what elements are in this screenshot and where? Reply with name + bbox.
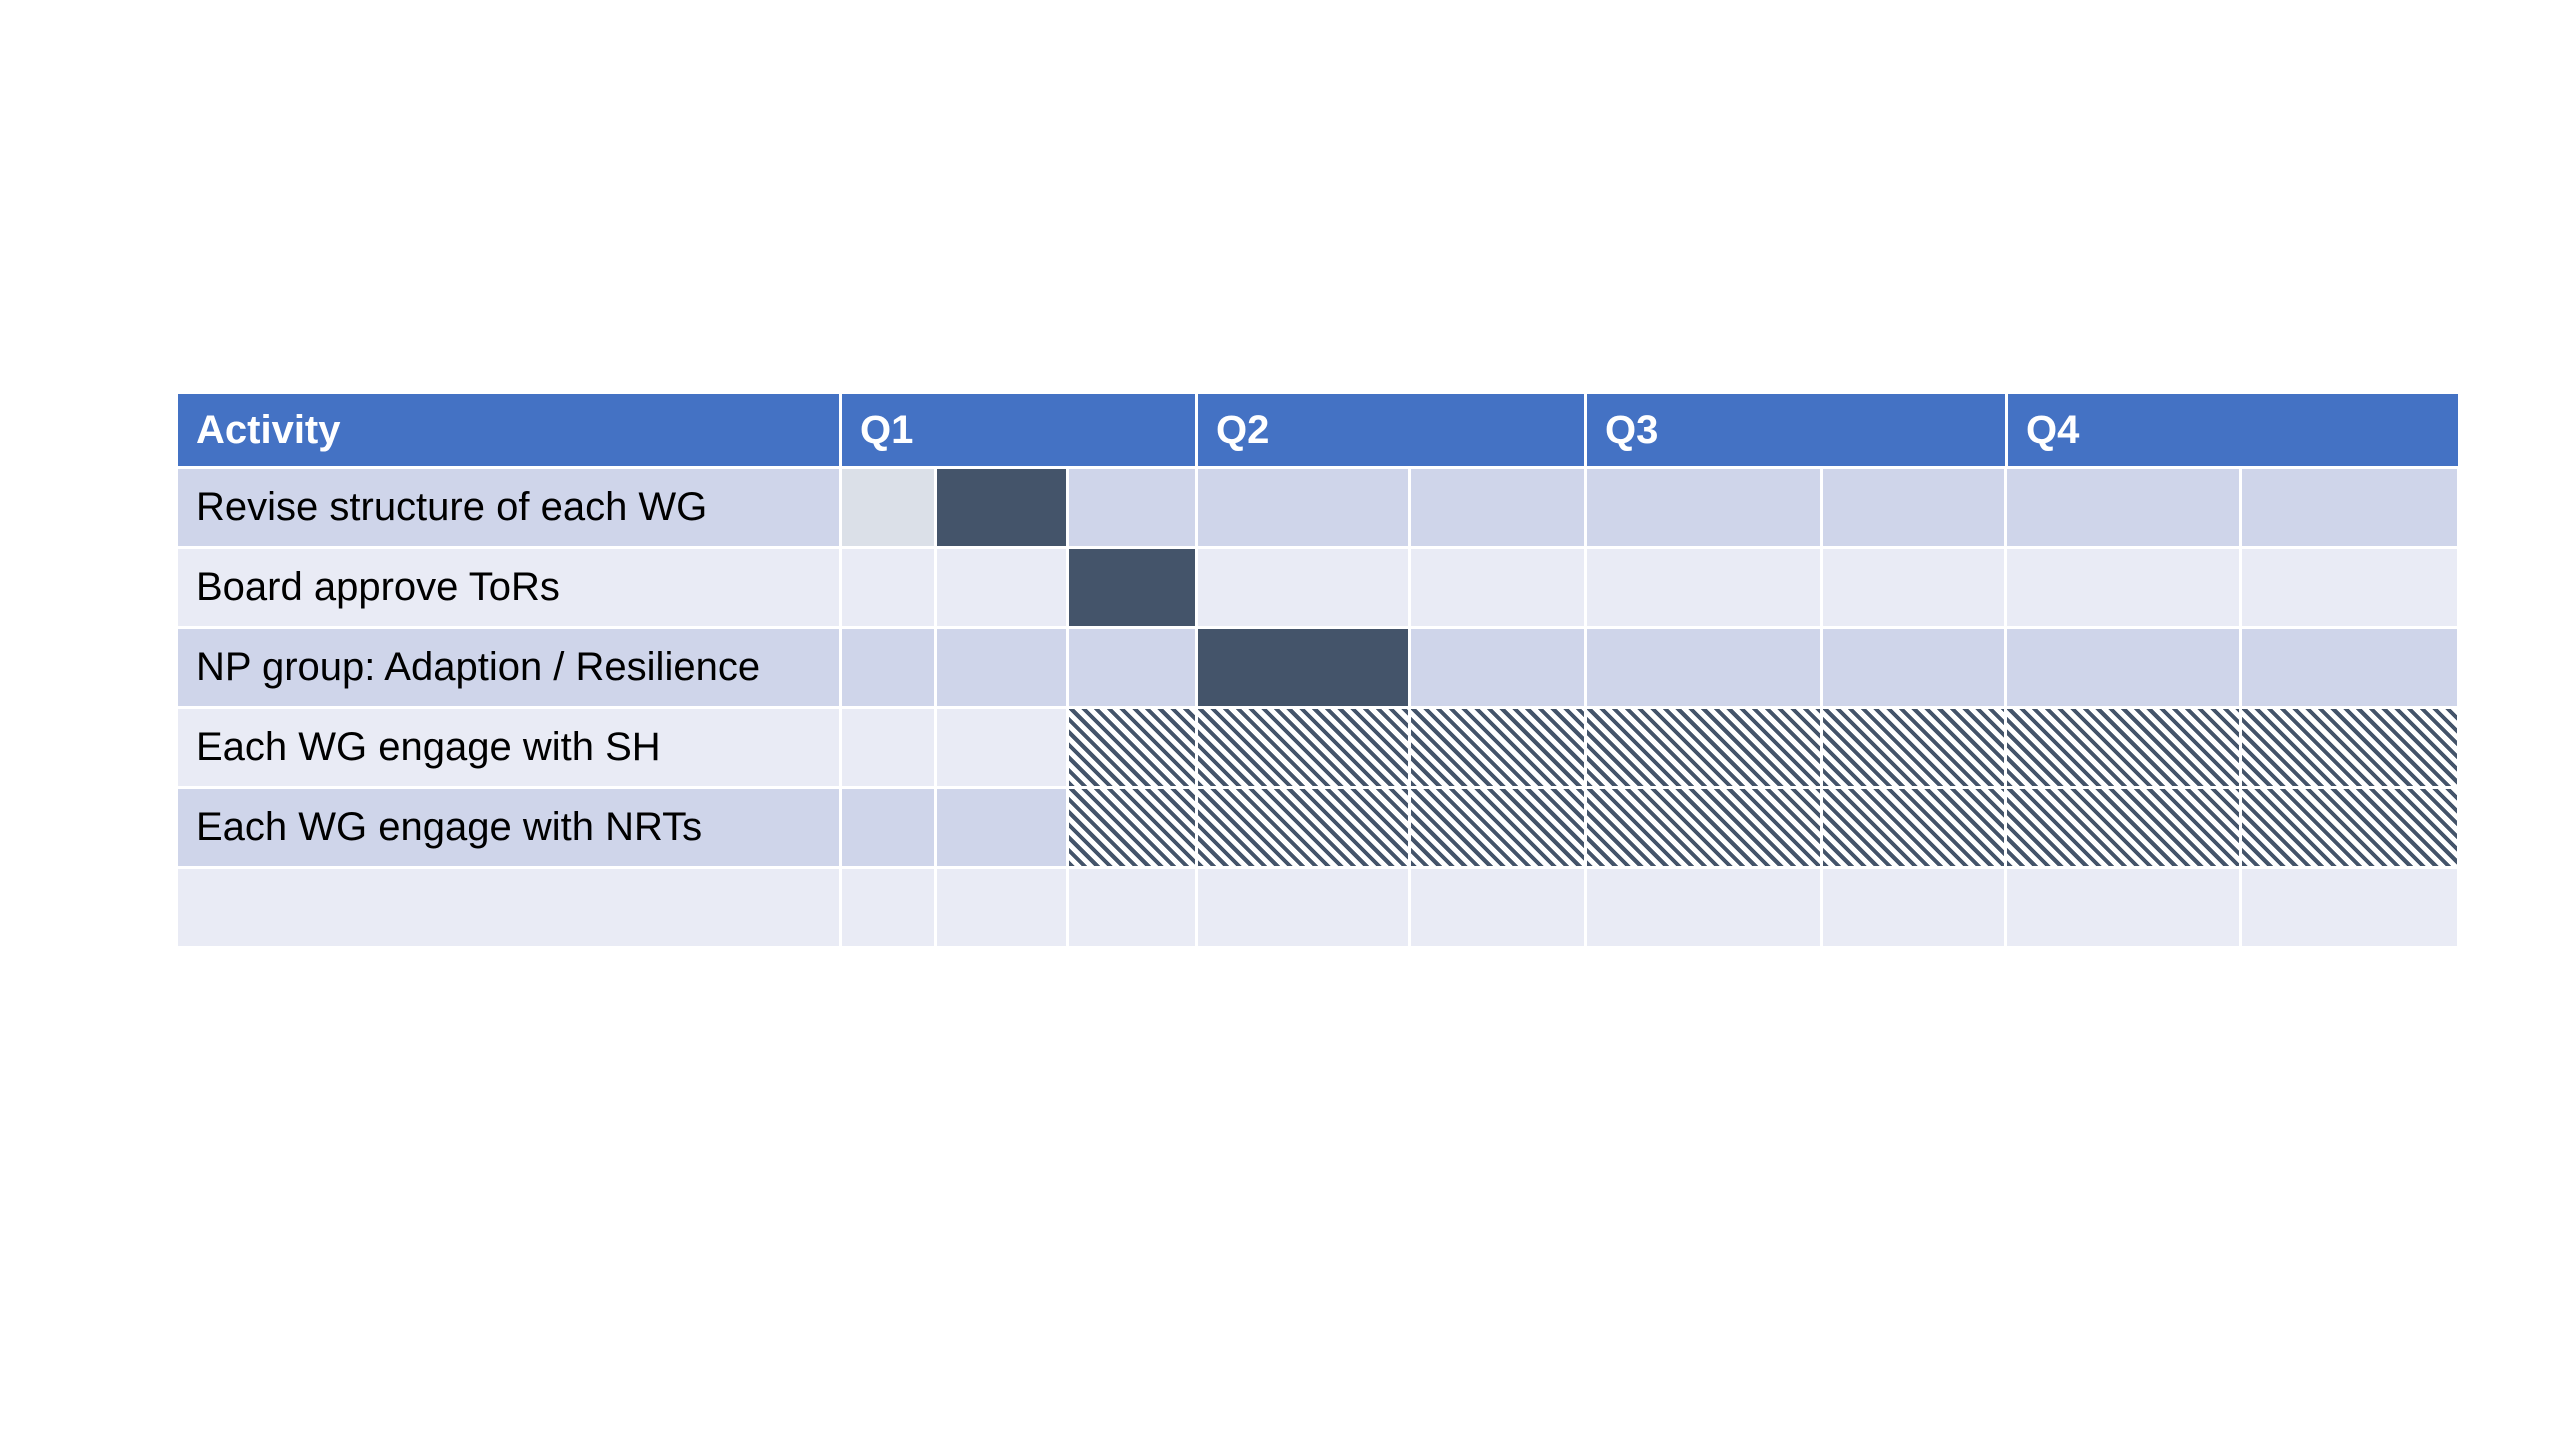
table-row: Board approve ToRs (178, 546, 2458, 626)
header-activity: Activity (178, 394, 842, 466)
timeline-hatched-cell (1198, 709, 1411, 786)
timeline-hatched-cell (1587, 709, 1823, 786)
table-row: Each WG engage with SH (178, 706, 2458, 786)
timeline-cell (1823, 469, 2007, 546)
timeline-cell (2242, 869, 2457, 946)
timeline-cell (937, 629, 1069, 706)
timeline-hatched-cell (1823, 789, 2007, 866)
table-row: Each WG engage with NRTs (178, 786, 2458, 866)
timeline-bar (937, 469, 1069, 546)
table-row (178, 866, 2458, 946)
timeline-cell (1198, 869, 1411, 946)
timeline-bar (1198, 629, 1411, 706)
timeline-cell (1069, 629, 1198, 706)
timeline-cell (2007, 869, 2242, 946)
timeline-cell (842, 789, 937, 866)
timeline-cell (937, 869, 1069, 946)
activity-label: Each WG engage with SH (178, 709, 842, 786)
timeline-cell (2242, 629, 2457, 706)
timeline-cell (1823, 549, 2007, 626)
timeline-cell (1411, 469, 1587, 546)
timeline-hatched-cell (2242, 789, 2457, 866)
timeline-cell (1069, 869, 1198, 946)
timeline-cell (937, 789, 1069, 866)
timeline-cell (842, 869, 937, 946)
timeline-hatched-cell (1587, 789, 1823, 866)
timeline-hatched-cell (2242, 709, 2457, 786)
timeline-cell (2242, 549, 2457, 626)
timeline-hatched-cell (1198, 789, 1411, 866)
timeline-cell (842, 709, 937, 786)
timeline-cell (1587, 469, 1823, 546)
activity-label: NP group: Adaption / Resilience (178, 629, 842, 706)
timeline-cell (842, 549, 937, 626)
timeline-cell (1198, 469, 1411, 546)
header-row: Activity Q1 Q2 Q3 Q4 (178, 394, 2458, 466)
timeline-cell (2007, 469, 2242, 546)
timeline-cell (937, 709, 1069, 786)
timeline-cell (1411, 629, 1587, 706)
timeline-cell (937, 549, 1069, 626)
activity-label: Revise structure of each WG (178, 469, 842, 546)
timeline-cell (1587, 629, 1823, 706)
timeline-hatched-cell (2007, 709, 2242, 786)
timeline-cell (2242, 469, 2457, 546)
header-q4: Q4 (2026, 408, 2080, 452)
timeline-cell (1198, 549, 1411, 626)
timeline-hatched-cell (1411, 709, 1587, 786)
timeline-cell (1411, 869, 1587, 946)
gantt-table: Activity Q1 Q2 Q3 Q4 Revise structure of… (178, 394, 2458, 946)
timeline-cell (1587, 869, 1823, 946)
table-body: Revise structure of each WG Board approve… (178, 466, 2458, 946)
timeline-cell (1069, 469, 1198, 546)
timeline-cell (1411, 549, 1587, 626)
timeline-cell (1587, 549, 1823, 626)
activity-label: Each WG engage with NRTs (178, 789, 842, 866)
timeline-cell (842, 629, 937, 706)
timeline-bar (1069, 549, 1198, 626)
timeline-hatched-cell (1069, 789, 1198, 866)
header-q1: Q1 (842, 394, 1198, 466)
timeline-cell (1823, 629, 2007, 706)
timeline-hatched-cell (1411, 789, 1587, 866)
header-q2: Q2 (1198, 394, 1587, 466)
timeline-hatched-cell (1823, 709, 2007, 786)
timeline-cell-highlight (842, 469, 937, 546)
table-row: NP group: Adaption / Resilience (178, 626, 2458, 706)
timeline-cell (1823, 869, 2007, 946)
header-q3: Q3 (1587, 394, 2008, 466)
activity-label (178, 869, 842, 946)
timeline-cell (2007, 549, 2242, 626)
activity-label: Board approve ToRs (178, 549, 842, 626)
timeline-hatched-cell (1069, 709, 1198, 786)
timeline-hatched-cell (2007, 789, 2242, 866)
timeline-cell (2007, 629, 2242, 706)
table-row: Revise structure of each WG (178, 466, 2458, 546)
